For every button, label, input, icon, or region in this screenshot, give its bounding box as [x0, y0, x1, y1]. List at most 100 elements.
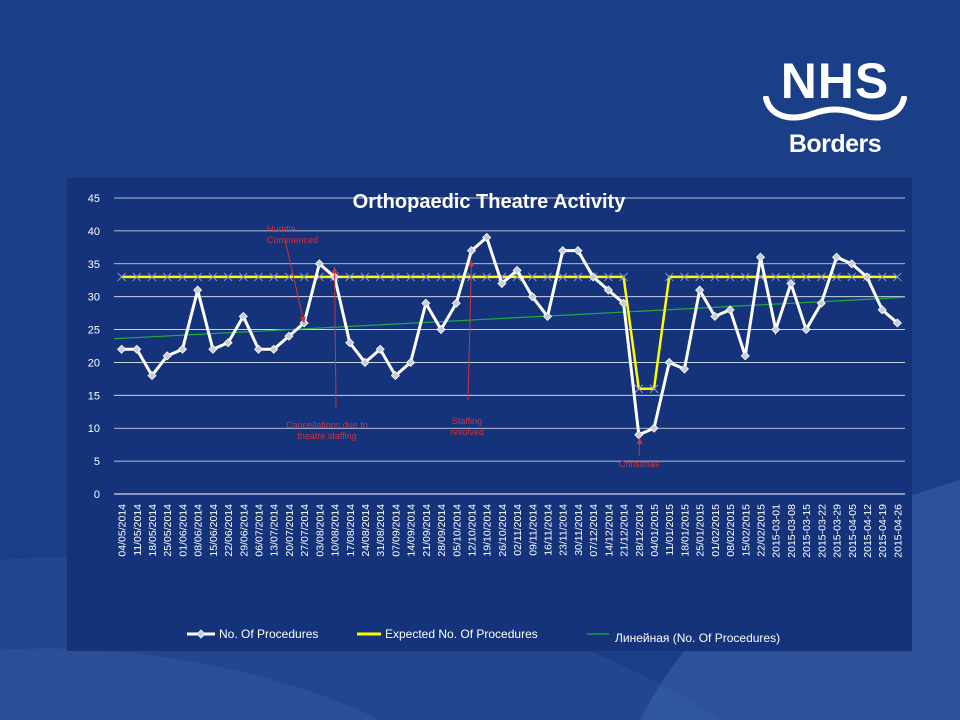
chart-svg: Orthopaedic Theatre Activity 0 5 10 15 20 25 3…	[88, 191, 906, 645]
expected-marker-stroke	[786, 272, 796, 282]
x-tick-label: 11/05/2014	[132, 504, 144, 556]
expected-marker	[527, 272, 537, 282]
legend-marker	[196, 629, 206, 639]
legend-label: Expected No. Of Procedures	[385, 627, 538, 641]
x-tick-label: 20/07/2014	[284, 504, 296, 557]
y-tick-label: 35	[88, 259, 100, 271]
actual-marker	[512, 265, 522, 275]
y-tick-label: 25	[88, 325, 100, 337]
x-tick-label: 22/02/2015	[755, 504, 767, 557]
expected-marker	[543, 272, 552, 282]
expected-marker-stroke	[649, 384, 659, 394]
actual-marker	[558, 246, 568, 256]
x-tick-label: 06/07/2014	[254, 504, 266, 557]
expected-marker	[771, 272, 781, 282]
x-tick-label: 25/05/2014	[162, 504, 174, 557]
actual-marker	[497, 278, 507, 289]
annotation-arrowhead	[331, 267, 338, 274]
x-axis-ticks: 04/05/2014 11/05/2014 18/05/2014 25/05/2014…	[117, 504, 905, 558]
legend-item: Линейная (No. Of Procedures)	[587, 631, 780, 645]
x-tick-label: 16/11/2014	[543, 504, 555, 556]
expected-marker-stroke	[680, 272, 689, 282]
actual-marker	[542, 311, 553, 321]
x-tick-label: 21/12/2014	[619, 504, 631, 557]
actual-marker	[588, 272, 598, 282]
expected-marker	[375, 272, 385, 282]
actual-marker	[314, 259, 324, 269]
x-tick-label: 2015-03-15	[801, 504, 813, 558]
actual-marker	[816, 298, 826, 308]
x-tick-label: 07/09/2014	[390, 504, 402, 557]
actual-marker	[892, 318, 902, 328]
expected-marker	[117, 272, 126, 282]
expected-marker	[451, 272, 461, 282]
actual-marker	[117, 344, 127, 354]
expected-marker-stroke	[710, 272, 720, 282]
expected-marker-stroke	[391, 272, 400, 282]
actual-marker	[786, 278, 796, 289]
expected-marker-stroke	[421, 272, 431, 282]
expected-marker-stroke	[223, 272, 233, 282]
expected-marker	[299, 272, 309, 282]
annotation-label: theatre staffing	[297, 431, 356, 441]
x-tick-label: 27/07/2014	[299, 504, 311, 557]
x-tick-label: 02/11/2014	[512, 504, 524, 556]
x-tick-label: 08/06/2014	[193, 504, 205, 557]
y-tick-label: 45	[88, 193, 100, 205]
y-tick-label: 5	[94, 456, 100, 468]
actual-marker	[162, 351, 172, 361]
expected-marker-stroke	[162, 272, 172, 282]
expected-marker	[208, 272, 218, 282]
x-tick-label: 21/09/2014	[421, 504, 433, 557]
expected-marker	[634, 384, 644, 394]
actual-line	[121, 234, 899, 437]
x-tick-label: 2015-04-19	[877, 504, 889, 558]
y-tick-label: 0	[94, 489, 100, 501]
actual-marker	[390, 371, 400, 381]
legend-label: Линейная (No. Of Procedures)	[615, 631, 780, 645]
expected-marker	[406, 272, 415, 282]
x-tick-label: 04/01/2015	[649, 504, 661, 557]
x-tick-label: 25/01/2015	[695, 504, 707, 557]
annotation-arrowhead	[299, 316, 306, 323]
expected-marker-stroke	[619, 272, 628, 282]
expected-marker-stroke	[117, 272, 126, 282]
expected-marker-stroke	[634, 384, 644, 394]
expected-marker-stroke	[178, 272, 187, 282]
grid-lines	[114, 197, 905, 495]
expected-marker-stroke	[482, 272, 492, 282]
x-tick-label: 18/05/2014	[147, 504, 159, 557]
logo-wave-icon	[763, 96, 907, 121]
actual-marker	[664, 357, 674, 368]
expected-marker	[786, 272, 796, 282]
expected-marker	[680, 272, 689, 282]
x-tick-label: 17/08/2014	[345, 504, 357, 557]
actual-marker	[223, 338, 233, 348]
expected-marker-stroke	[436, 272, 446, 282]
expected-marker	[421, 272, 431, 282]
annotation-arrow	[467, 260, 472, 401]
expected-marker	[436, 272, 446, 282]
expected-marker-stroke	[451, 272, 461, 282]
actual-marker	[527, 292, 537, 302]
expected-marker-stroke	[269, 272, 279, 282]
actual-marker	[831, 252, 842, 262]
x-tick-label: 10/08/2014	[330, 504, 342, 557]
x-tick-label: 29/06/2014	[238, 504, 250, 557]
expected-marker	[664, 272, 674, 282]
expected-marker-stroke	[847, 272, 857, 282]
expected-marker	[238, 272, 248, 282]
expected-marker	[223, 272, 233, 282]
legend-item: No. Of Procedures	[187, 627, 318, 641]
actual-marker	[177, 344, 188, 354]
expected-marker-stroke	[543, 272, 552, 282]
actual-marker	[755, 252, 766, 262]
actual-marker	[771, 324, 781, 335]
actual-series	[117, 232, 902, 440]
annotation-arrow	[334, 267, 337, 409]
actual-marker	[132, 344, 142, 354]
expected-marker-stroke	[877, 272, 887, 282]
actual-marker	[740, 351, 750, 361]
expected-marker	[284, 272, 294, 282]
expected-marker	[816, 272, 826, 282]
